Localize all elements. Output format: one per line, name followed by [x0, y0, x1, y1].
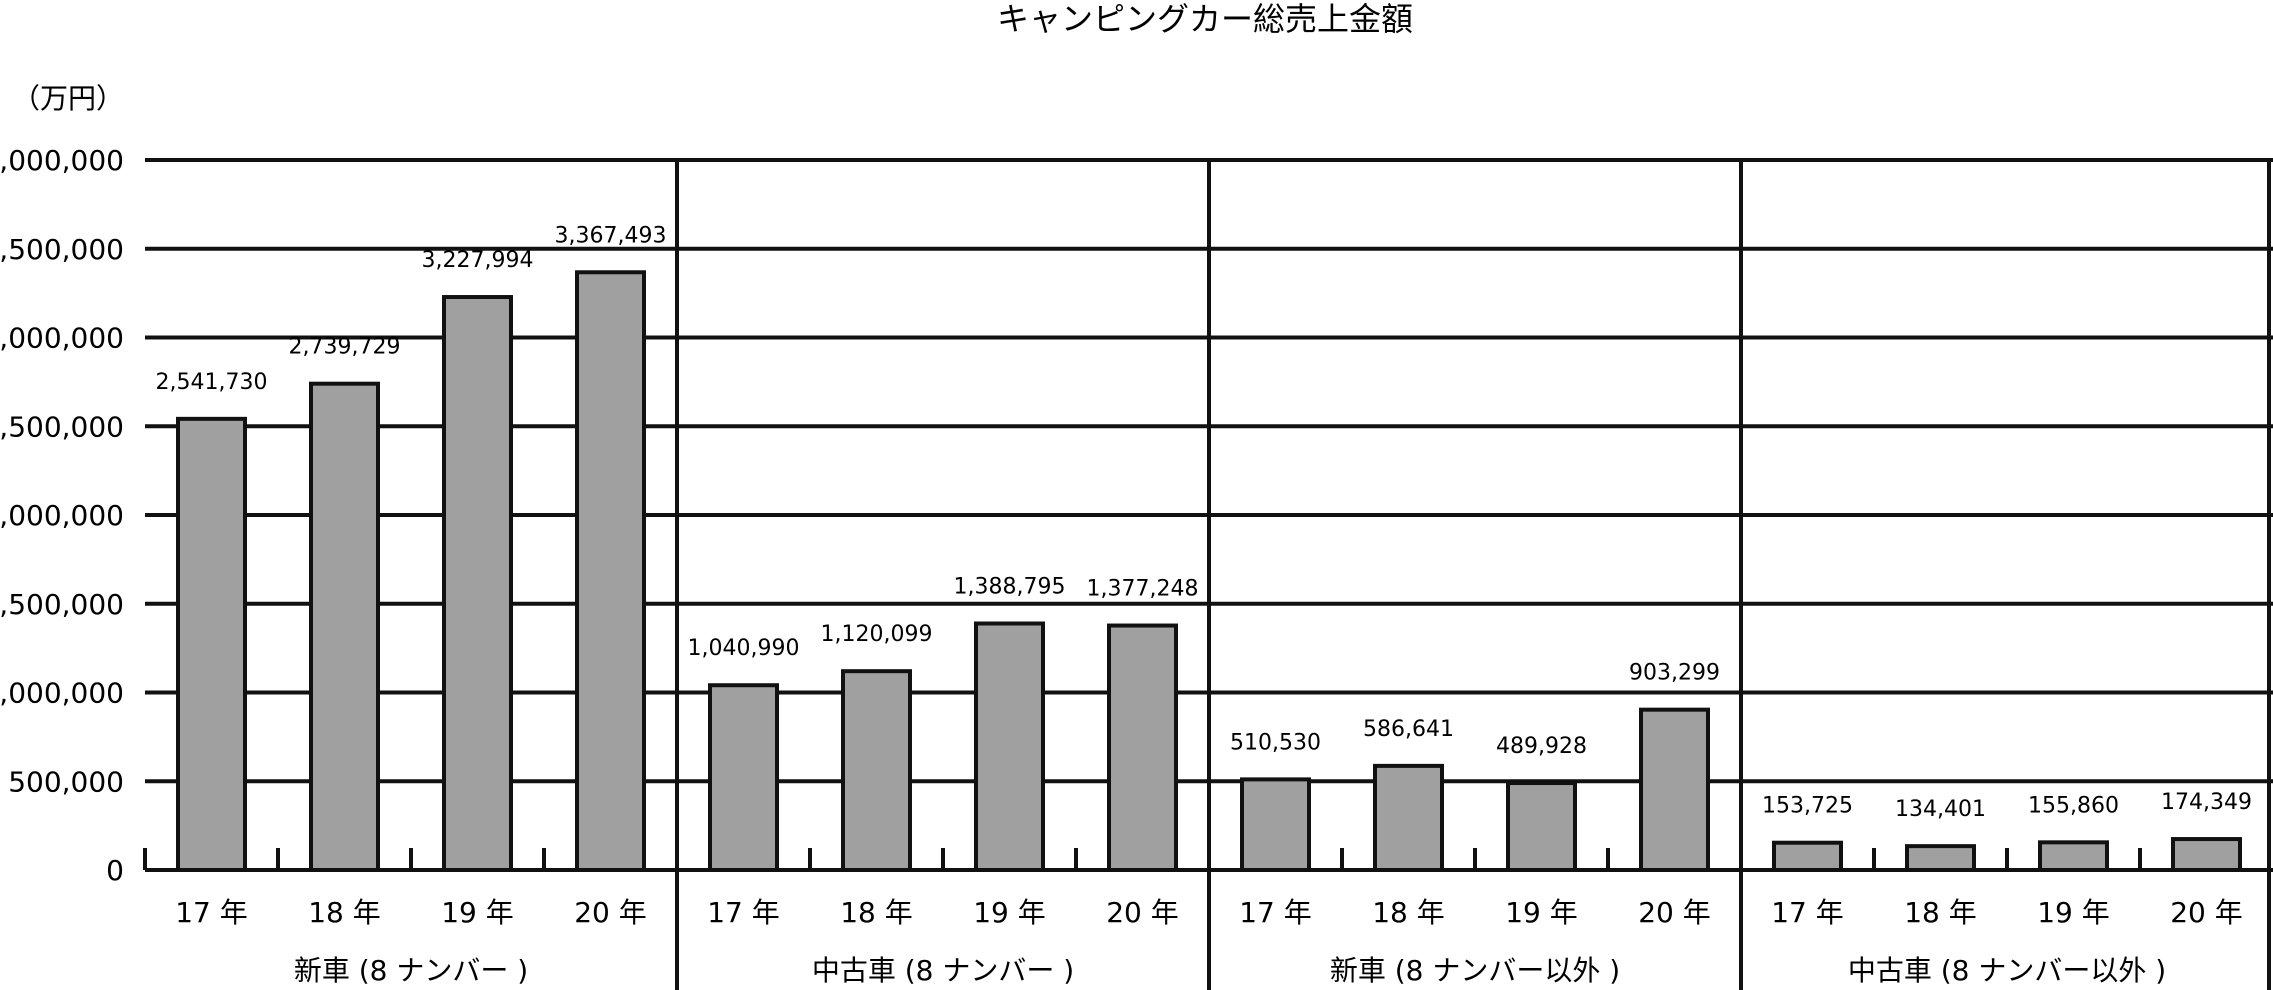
bar-value-label: 1,388,795: [954, 574, 1066, 599]
y-tick-label: 3,500,000: [0, 233, 124, 266]
bar: [1639, 707, 1710, 872]
x-category-label: 19 年: [1505, 896, 1578, 929]
y-tick-label: 2,000,000: [0, 499, 124, 532]
bar: [708, 683, 779, 873]
x-group-label: 中古車 (8 ナンバー以外 ): [1848, 954, 2166, 987]
bar-value-label: 2,739,729: [289, 335, 401, 360]
y-tick-label: 1,500,000: [0, 588, 124, 621]
y-axis-tick-labels: 0 500,000 1,000,000 1,500,000 2,000,000 2,500…: [0, 144, 124, 887]
x-category-label: 19 年: [973, 896, 1046, 929]
x-category-label: 19 年: [2037, 896, 2110, 929]
chart-title: キャンピングカー総売上金額: [997, 0, 1413, 38]
x-category-label: 17 年: [1239, 896, 1312, 929]
bar-value-label: 1,120,099: [821, 622, 933, 647]
x-category-label: 19 年: [441, 896, 514, 929]
x-category-label: 17 年: [1771, 896, 1844, 929]
bar-value-label: 153,725: [1762, 794, 1853, 819]
bar: [309, 381, 380, 872]
bar-value-label: 510,530: [1230, 730, 1321, 755]
bar-value-label: 155,860: [2028, 793, 2119, 818]
bar-value-label: 586,641: [1363, 717, 1454, 742]
bar-value-label: 3,367,493: [555, 223, 667, 248]
bar-value-label: 1,377,248: [1087, 577, 1199, 602]
bar: [2171, 837, 2242, 872]
x-category-label: 18 年: [1904, 896, 1977, 929]
bar-value-label: 489,928: [1496, 734, 1587, 759]
bar-value-label: 2,541,730: [156, 370, 268, 395]
bar: [176, 416, 247, 872]
y-tick-label: 2,500,000: [0, 410, 124, 443]
bar-value-label: 1,040,990: [688, 636, 800, 661]
x-axis: 17 年 18 年 19 年 20 年新車 (8 ナンバー ) 17 年 18 年 19 年…: [143, 848, 2273, 987]
x-category-label: 17 年: [175, 896, 248, 929]
x-category-label: 18 年: [840, 896, 913, 929]
bar: [1905, 844, 1976, 872]
x-category-label: 20 年: [1638, 896, 1711, 929]
x-group-label: 中古車 (8 ナンバー ): [812, 954, 1074, 987]
bar-value-label: 903,299: [1629, 661, 1720, 686]
x-category-label: 20 年: [2170, 896, 2243, 929]
bar-value-label: 134,401: [1895, 797, 1986, 822]
y-tick-label: 4,000,000: [0, 144, 124, 177]
bar-value-labels: 2,541,730 2,739,729 3,227,994 3,367,493 1,04…: [156, 223, 2252, 822]
x-category-label: 17 年: [707, 896, 780, 929]
bar: [1506, 781, 1577, 872]
bar-value-label: 3,227,994: [422, 248, 534, 273]
y-axis-unit-label: （万円）: [12, 82, 124, 115]
x-category-label: 20 年: [1106, 896, 1179, 929]
y-tick-label: 3,000,000: [0, 322, 124, 355]
bar: [2038, 840, 2109, 872]
bar-value-label: 174,349: [2161, 790, 2252, 815]
x-group-label: 新車 (8 ナンバー以外 ): [1330, 954, 1620, 987]
x-category-label: 18 年: [1372, 896, 1445, 929]
y-tick-label: 500,000: [8, 765, 124, 798]
bar: [575, 270, 646, 872]
y-tick-label: 0: [106, 854, 124, 887]
bar: [974, 621, 1045, 872]
x-group-label: 新車 (8 ナンバー ): [294, 954, 528, 987]
bar: [1772, 840, 1843, 872]
x-category-label: 18 年: [308, 896, 381, 929]
bar: [442, 295, 513, 872]
bar: [1373, 763, 1444, 872]
bar: [1240, 777, 1311, 872]
bar: [1107, 623, 1178, 872]
bar: [841, 669, 912, 872]
bars: [176, 270, 2242, 873]
x-category-label: 20 年: [574, 896, 647, 929]
y-tick-label: 1,000,000: [0, 677, 124, 710]
